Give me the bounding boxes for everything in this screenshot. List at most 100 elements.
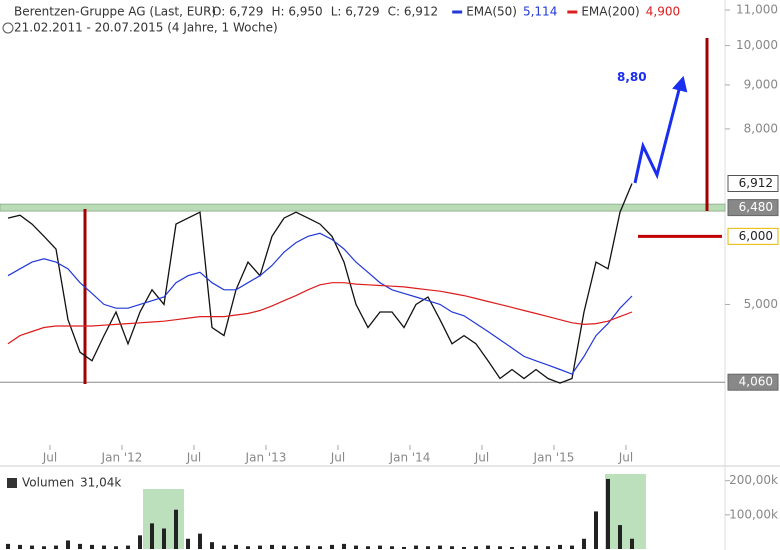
volume-bar: [234, 544, 238, 549]
volume-bar: [582, 538, 586, 549]
ema-line: [7, 282, 633, 345]
price-box: [727, 373, 779, 391]
volume-bar: [6, 543, 10, 549]
volume-bar: [498, 546, 502, 549]
volume-bar: [414, 545, 418, 549]
volume-bar: [162, 528, 166, 549]
x-tick-label: Jul: [42, 451, 57, 465]
volume-bar: [450, 546, 454, 549]
arrow-head: [672, 75, 688, 93]
volume-bar: [570, 545, 574, 549]
volume-bar: [282, 545, 286, 549]
volume-bar: [30, 545, 34, 549]
legend-value: 5,114: [523, 5, 557, 19]
volume-bar: [594, 511, 598, 549]
x-tick-label: Jul: [186, 451, 201, 465]
volume-title: Volumen: [22, 476, 74, 490]
resistance-band: [0, 203, 726, 212]
price-line: [7, 183, 633, 384]
volume-bar: [246, 546, 250, 549]
x-tick-label: Jul: [474, 451, 489, 465]
volume-bar: [78, 543, 82, 549]
volume-bar: [462, 546, 466, 549]
volume-bar: [330, 544, 334, 549]
volume-bar: [438, 545, 442, 549]
legend-label: EMA(50): [466, 5, 517, 19]
volume-bar: [294, 546, 298, 549]
ema-line: [7, 232, 633, 375]
chart-title: Berentzen-Gruppe AG (Last, EUR): [14, 5, 216, 19]
y-tick-label: 11,000: [736, 3, 778, 17]
volume-bar: [378, 545, 382, 549]
y-tick-label: 10,000: [736, 38, 778, 52]
volume-bar: [114, 546, 118, 549]
volume-bar: [606, 478, 610, 549]
volume-bar: [318, 546, 322, 549]
ohlc-label: L: 6,729: [331, 5, 380, 19]
price-box-label: 6,000: [739, 229, 773, 243]
price-box-label: 4,060: [739, 375, 773, 389]
volume-bar: [558, 544, 562, 549]
volume-bar: [486, 545, 490, 549]
volume-bar: [342, 543, 346, 549]
volume-bar: [150, 523, 154, 549]
clock-icon: [2, 22, 14, 34]
ohlc-label: C: 6,912: [388, 5, 439, 19]
volume-bar: [546, 546, 550, 549]
x-tick-label: Jan '15: [533, 451, 575, 465]
price-box-label: 6,912: [739, 176, 773, 190]
price-box: [727, 175, 779, 193]
volume-bar: [66, 540, 70, 549]
volume-bar: [138, 535, 142, 549]
y-tick-label: 200,00k: [729, 473, 778, 487]
volume-bar: [354, 545, 358, 549]
annotation: 8,80: [617, 70, 647, 84]
volume-bar: [174, 509, 178, 549]
price-box: [727, 227, 779, 245]
volume-bar: [18, 544, 22, 549]
legend-label: EMA(200): [581, 5, 639, 19]
price-box: [727, 199, 779, 217]
volume-bar: [54, 545, 58, 549]
x-tick-label: Jan '14: [389, 451, 431, 465]
y-tick-label: 100,00k: [729, 507, 778, 521]
volume-bar: [90, 544, 94, 549]
forecast-arrow: [633, 81, 683, 184]
volume-icon: [7, 478, 17, 488]
volume-bar: [510, 546, 514, 549]
legend-value: 4,900: [646, 5, 680, 19]
volume-bar: [630, 538, 634, 549]
volume-bar: [126, 545, 130, 549]
volume-bar: [186, 538, 190, 549]
x-tick-label: Jul: [330, 451, 345, 465]
price-box-label: 6,480: [739, 200, 773, 214]
volume-bar: [366, 546, 370, 549]
x-tick-label: Jul: [618, 451, 633, 465]
volume-bar: [102, 545, 106, 549]
volume-bar: [390, 546, 394, 549]
volume-bar: [270, 544, 274, 549]
volume-bar: [42, 546, 46, 549]
volume-bar: [210, 542, 214, 549]
volume-bar: [426, 546, 430, 549]
y-tick-label: 8,000: [744, 121, 778, 135]
volume-bar: [198, 533, 202, 549]
volume-bar: [306, 545, 310, 549]
y-tick-label: 5,000: [744, 297, 778, 311]
highlight-box: [605, 474, 646, 549]
x-tick-label: Jan '13: [245, 451, 287, 465]
ohlc-label: O: 6,729: [212, 5, 263, 19]
volume-last: 31,04k: [80, 476, 121, 490]
volume-bar: [222, 545, 226, 549]
subtitle: 21.02.2011 - 20.07.2015 (4 Jahre, 1 Woch…: [14, 21, 278, 35]
volume-bar: [522, 546, 526, 549]
volume-bar: [534, 545, 538, 549]
x-tick-label: Jan '12: [101, 451, 143, 465]
volume-bar: [258, 545, 262, 549]
overlay: Berentzen-Gruppe AG (Last, EUR) 21.02.20…: [2, 5, 278, 490]
ohlc-label: H: 6,950: [271, 5, 322, 19]
volume-bar: [618, 525, 622, 549]
volume-bar: [402, 546, 406, 549]
